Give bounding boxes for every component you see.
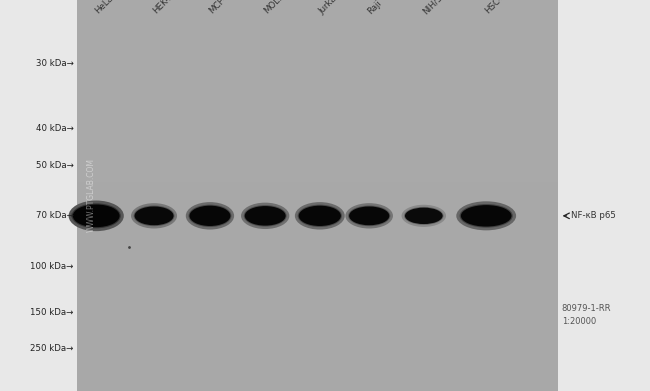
Bar bbox=[77, 91, 558, 104]
Text: 150 kDa→: 150 kDa→ bbox=[30, 308, 73, 317]
Ellipse shape bbox=[295, 202, 344, 230]
Bar bbox=[77, 352, 558, 365]
Bar bbox=[77, 117, 558, 130]
Bar bbox=[77, 208, 558, 222]
Ellipse shape bbox=[244, 206, 286, 226]
Bar bbox=[77, 313, 558, 326]
Ellipse shape bbox=[461, 205, 512, 226]
Bar bbox=[77, 130, 558, 143]
Ellipse shape bbox=[72, 203, 121, 228]
Bar bbox=[77, 222, 558, 235]
Text: 80979-1-RR
1:20000: 80979-1-RR 1:20000 bbox=[562, 304, 611, 325]
Ellipse shape bbox=[349, 206, 389, 225]
Ellipse shape bbox=[241, 203, 289, 229]
Bar bbox=[77, 0, 558, 13]
Bar bbox=[77, 261, 558, 274]
Bar bbox=[77, 169, 558, 183]
Bar bbox=[77, 196, 558, 208]
Ellipse shape bbox=[188, 204, 231, 227]
Bar bbox=[77, 183, 558, 196]
Bar bbox=[77, 0, 558, 391]
Bar bbox=[77, 235, 558, 248]
Bar bbox=[77, 300, 558, 313]
Text: HSC-T6: HSC-T6 bbox=[483, 0, 512, 16]
Bar bbox=[77, 326, 558, 339]
Bar bbox=[77, 39, 558, 52]
Bar bbox=[77, 52, 558, 65]
Text: MCF-7: MCF-7 bbox=[207, 0, 233, 16]
Text: NIH/3T3: NIH/3T3 bbox=[421, 0, 452, 16]
Bar bbox=[77, 13, 558, 26]
Ellipse shape bbox=[404, 207, 443, 225]
Bar bbox=[77, 78, 558, 91]
Bar bbox=[77, 339, 558, 352]
Text: 30 kDa→: 30 kDa→ bbox=[36, 59, 73, 68]
Ellipse shape bbox=[73, 204, 120, 227]
Text: HeLa: HeLa bbox=[93, 0, 115, 16]
Ellipse shape bbox=[298, 204, 342, 227]
Bar bbox=[77, 378, 558, 391]
Bar bbox=[77, 104, 558, 117]
Ellipse shape bbox=[405, 208, 443, 224]
Text: 40 kDa→: 40 kDa→ bbox=[36, 124, 73, 133]
Bar bbox=[77, 248, 558, 261]
Bar bbox=[77, 287, 558, 300]
Bar bbox=[77, 26, 558, 39]
Ellipse shape bbox=[186, 202, 234, 230]
Text: NF-κB p65: NF-κB p65 bbox=[571, 211, 616, 221]
Bar bbox=[77, 65, 558, 78]
Ellipse shape bbox=[190, 206, 231, 226]
Text: WWW.PTGLAB.COM: WWW.PTGLAB.COM bbox=[86, 158, 96, 233]
Ellipse shape bbox=[345, 203, 393, 228]
Ellipse shape bbox=[456, 201, 516, 230]
Ellipse shape bbox=[460, 204, 513, 228]
Bar bbox=[77, 365, 558, 378]
Bar bbox=[77, 274, 558, 287]
Text: 50 kDa→: 50 kDa→ bbox=[36, 160, 73, 170]
Bar bbox=[77, 143, 558, 156]
Ellipse shape bbox=[244, 205, 287, 226]
Ellipse shape bbox=[131, 203, 177, 228]
Ellipse shape bbox=[135, 206, 174, 225]
Ellipse shape bbox=[69, 201, 124, 231]
Ellipse shape bbox=[134, 206, 174, 226]
Text: 250 kDa→: 250 kDa→ bbox=[30, 344, 73, 353]
Bar bbox=[77, 156, 558, 169]
Text: Raji: Raji bbox=[366, 0, 384, 16]
Ellipse shape bbox=[348, 206, 391, 226]
Ellipse shape bbox=[299, 206, 341, 226]
Text: MOLT-4: MOLT-4 bbox=[262, 0, 291, 16]
Ellipse shape bbox=[402, 205, 446, 227]
Text: 100 kDa→: 100 kDa→ bbox=[30, 262, 73, 271]
Text: Jurkat: Jurkat bbox=[317, 0, 341, 16]
Text: 70 kDa→: 70 kDa→ bbox=[36, 211, 73, 221]
Text: HEK-293: HEK-293 bbox=[151, 0, 183, 16]
